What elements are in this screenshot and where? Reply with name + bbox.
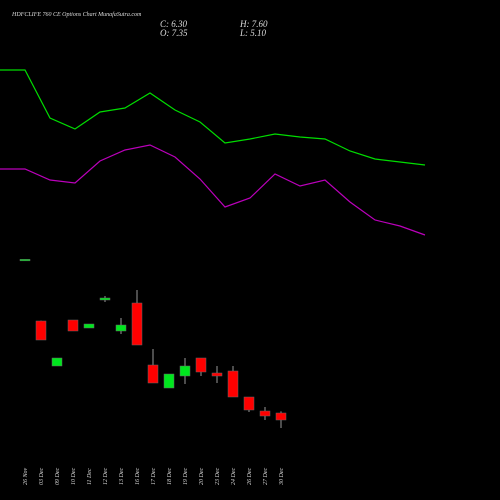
x-tick-label: 12 Dec (103, 468, 109, 485)
x-tick-label: 24 Dec (230, 468, 237, 485)
candle-body (179, 365, 191, 377)
x-tick-label: 26 Dec (247, 468, 253, 485)
line-series (0, 69, 426, 166)
x-tick-label: 10 Dec (71, 468, 77, 485)
candle-body (51, 357, 63, 367)
candle-body (243, 396, 255, 411)
candle-body (163, 373, 175, 389)
ohlc-open: O: 7.35 (160, 28, 188, 38)
x-tick-label: 19 Dec (183, 468, 189, 485)
candle-body (131, 302, 143, 346)
x-tick-label: 13 Dec (119, 468, 125, 485)
candle-body (83, 323, 95, 329)
x-tick-label: 16 Dec (135, 468, 141, 485)
candle-body (275, 412, 287, 421)
x-tick-label: 20 Dec (199, 468, 205, 485)
chart-title: HDFCLIFE 760 CE Options Chart MunafaSutr… (11, 11, 142, 18)
x-tick-label: 27 Dec (263, 468, 269, 485)
x-tick-label: 23 Dec (215, 468, 221, 485)
candle-body (195, 357, 207, 373)
x-tick-label: 26 Nov (23, 467, 29, 485)
candle-body (67, 319, 79, 332)
ohlc-low: L: 5.10 (239, 28, 267, 38)
candle-body (35, 320, 47, 341)
x-tick-label: 17 Dec (151, 468, 157, 485)
x-tick-label: 30 Dec (279, 468, 285, 486)
candle-body (99, 297, 111, 301)
candle-body (147, 364, 159, 384)
candle-body (227, 370, 239, 398)
candle-body (259, 410, 271, 417)
ohlc-close: C: 6.30 (160, 19, 188, 29)
x-tick-label: 11 Dec (87, 468, 93, 485)
candle-body (19, 259, 31, 262)
candle-body (115, 324, 127, 332)
x-tick-label: 09 Dec (55, 468, 61, 485)
x-tick-label: 03 Dec (39, 468, 45, 485)
ohlc-high: H: 7.60 (239, 19, 268, 29)
x-tick-label: 18 Dec (167, 468, 173, 485)
candle-body (211, 372, 223, 377)
line-series (0, 144, 426, 236)
